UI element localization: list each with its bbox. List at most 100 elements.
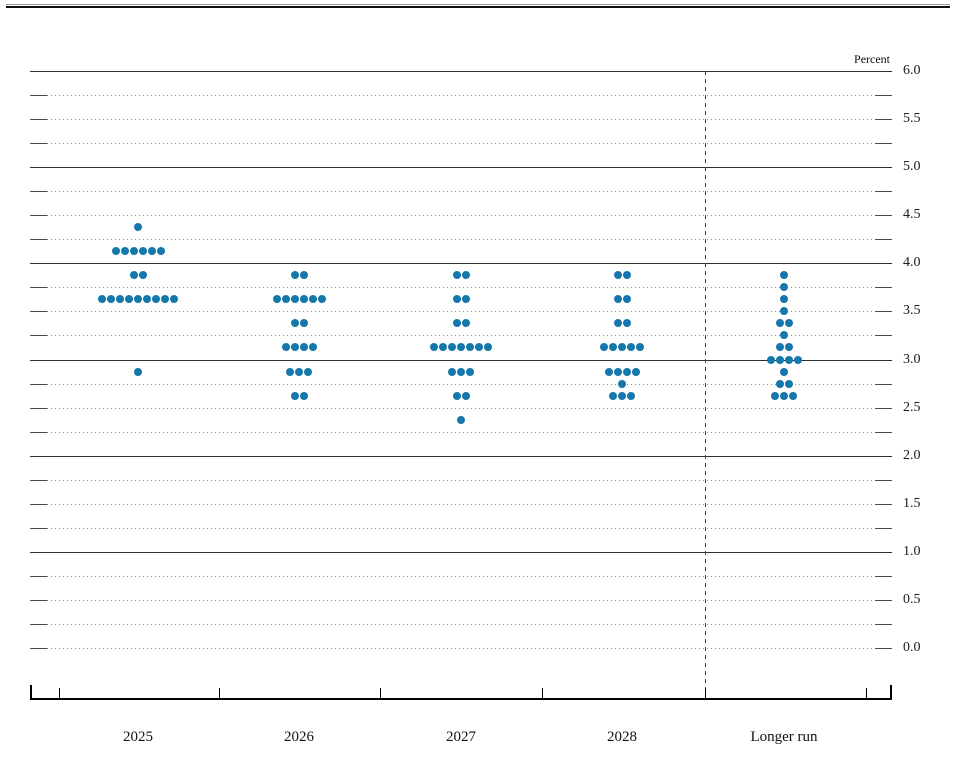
gridline-dotted (47, 623, 875, 625)
dot (299, 295, 308, 304)
dot (111, 247, 120, 256)
x-category-label: 2027 (446, 729, 476, 745)
dot (461, 271, 470, 280)
dot (784, 319, 793, 328)
dot (618, 391, 626, 400)
dot (457, 367, 465, 376)
dot (622, 367, 631, 376)
gridline-solid (30, 263, 892, 265)
dot (317, 295, 326, 304)
dot (622, 295, 631, 304)
gridline-dotted (47, 503, 875, 505)
gridline-dotted (47, 383, 875, 385)
y-tick-label: 4.5 (903, 207, 921, 223)
dot (290, 319, 299, 328)
dot (780, 391, 788, 400)
dot (627, 391, 635, 400)
dot (622, 319, 631, 328)
dot (161, 295, 169, 304)
gridline-right-tick (875, 335, 892, 337)
dot (775, 379, 784, 388)
dot (129, 271, 138, 280)
dot (134, 223, 142, 232)
dot (138, 271, 147, 280)
dot (784, 355, 793, 364)
dot (631, 367, 640, 376)
y-tick-label: 2.5 (903, 399, 921, 415)
gridline-left-tick (30, 287, 47, 289)
dot (452, 391, 461, 400)
gridline-right-tick (875, 599, 892, 601)
gridline-right-tick (875, 95, 892, 97)
gridline-left-tick (30, 95, 47, 97)
gridline-dotted (47, 479, 875, 481)
x-category-label: 2026 (284, 729, 314, 745)
y-tick-label: 0.5 (903, 591, 921, 607)
dot (622, 271, 631, 280)
gridline-left-tick (30, 575, 47, 577)
dot (604, 367, 613, 376)
x-axis-tick (380, 688, 381, 698)
dot (290, 295, 299, 304)
dot (98, 295, 106, 304)
y-axis-unit-label: Percent (854, 52, 890, 66)
dot (295, 367, 303, 376)
gridline-right-tick (875, 215, 892, 217)
x-axis-tick (541, 688, 543, 698)
gridline-left-tick (30, 407, 47, 409)
gridline-solid (30, 551, 892, 553)
dot (290, 391, 299, 400)
dot (299, 271, 308, 280)
gridline-left-tick (30, 191, 47, 193)
dot (125, 295, 133, 304)
gridline-right-tick (875, 623, 892, 625)
dot (299, 391, 308, 400)
gridline-left-tick (30, 599, 47, 601)
dot (775, 343, 784, 352)
dot (138, 247, 147, 256)
gridline-left-tick (30, 143, 47, 145)
dot (600, 343, 608, 352)
x-axis-tick (705, 688, 706, 698)
dot (613, 295, 622, 304)
gridline-right-tick (875, 311, 892, 313)
gridline-dotted (47, 95, 875, 97)
dot (308, 343, 317, 352)
top-rule-dark (6, 6, 950, 8)
dot (780, 331, 788, 340)
x-category-label: 2028 (607, 729, 637, 745)
gridline-dotted (47, 119, 875, 121)
gridline-left-tick (30, 239, 47, 241)
y-tick-label: 1.5 (903, 495, 921, 511)
x-axis-line (30, 698, 892, 700)
y-tick-label: 4.0 (903, 255, 921, 271)
dot (613, 271, 622, 280)
gridline-left-tick (30, 527, 47, 529)
gridline-dotted (47, 527, 875, 529)
dot (299, 319, 308, 328)
dot (452, 295, 461, 304)
gridline-left-tick (30, 479, 47, 481)
dot (281, 343, 290, 352)
gridline-dotted (47, 575, 875, 577)
gridline-left-tick (30, 623, 47, 625)
gridline-right-tick (875, 407, 892, 409)
gridline-solid (30, 71, 892, 72)
y-tick-label: 5.0 (903, 159, 921, 175)
dot (304, 367, 312, 376)
gridline-right-tick (875, 575, 892, 577)
y-tick-label: 3.0 (903, 351, 921, 367)
dot (484, 343, 492, 352)
dot (120, 247, 129, 256)
gridline-right-tick (875, 527, 892, 529)
gridline-right-tick (875, 431, 892, 433)
dot (452, 319, 461, 328)
dot (775, 319, 784, 328)
dot (281, 295, 290, 304)
x-axis-tick (219, 688, 220, 698)
gridline-dotted (47, 143, 875, 145)
dot (627, 343, 635, 352)
dot (784, 379, 793, 388)
gridline-dotted (47, 648, 875, 649)
gridline-dotted (47, 191, 875, 193)
